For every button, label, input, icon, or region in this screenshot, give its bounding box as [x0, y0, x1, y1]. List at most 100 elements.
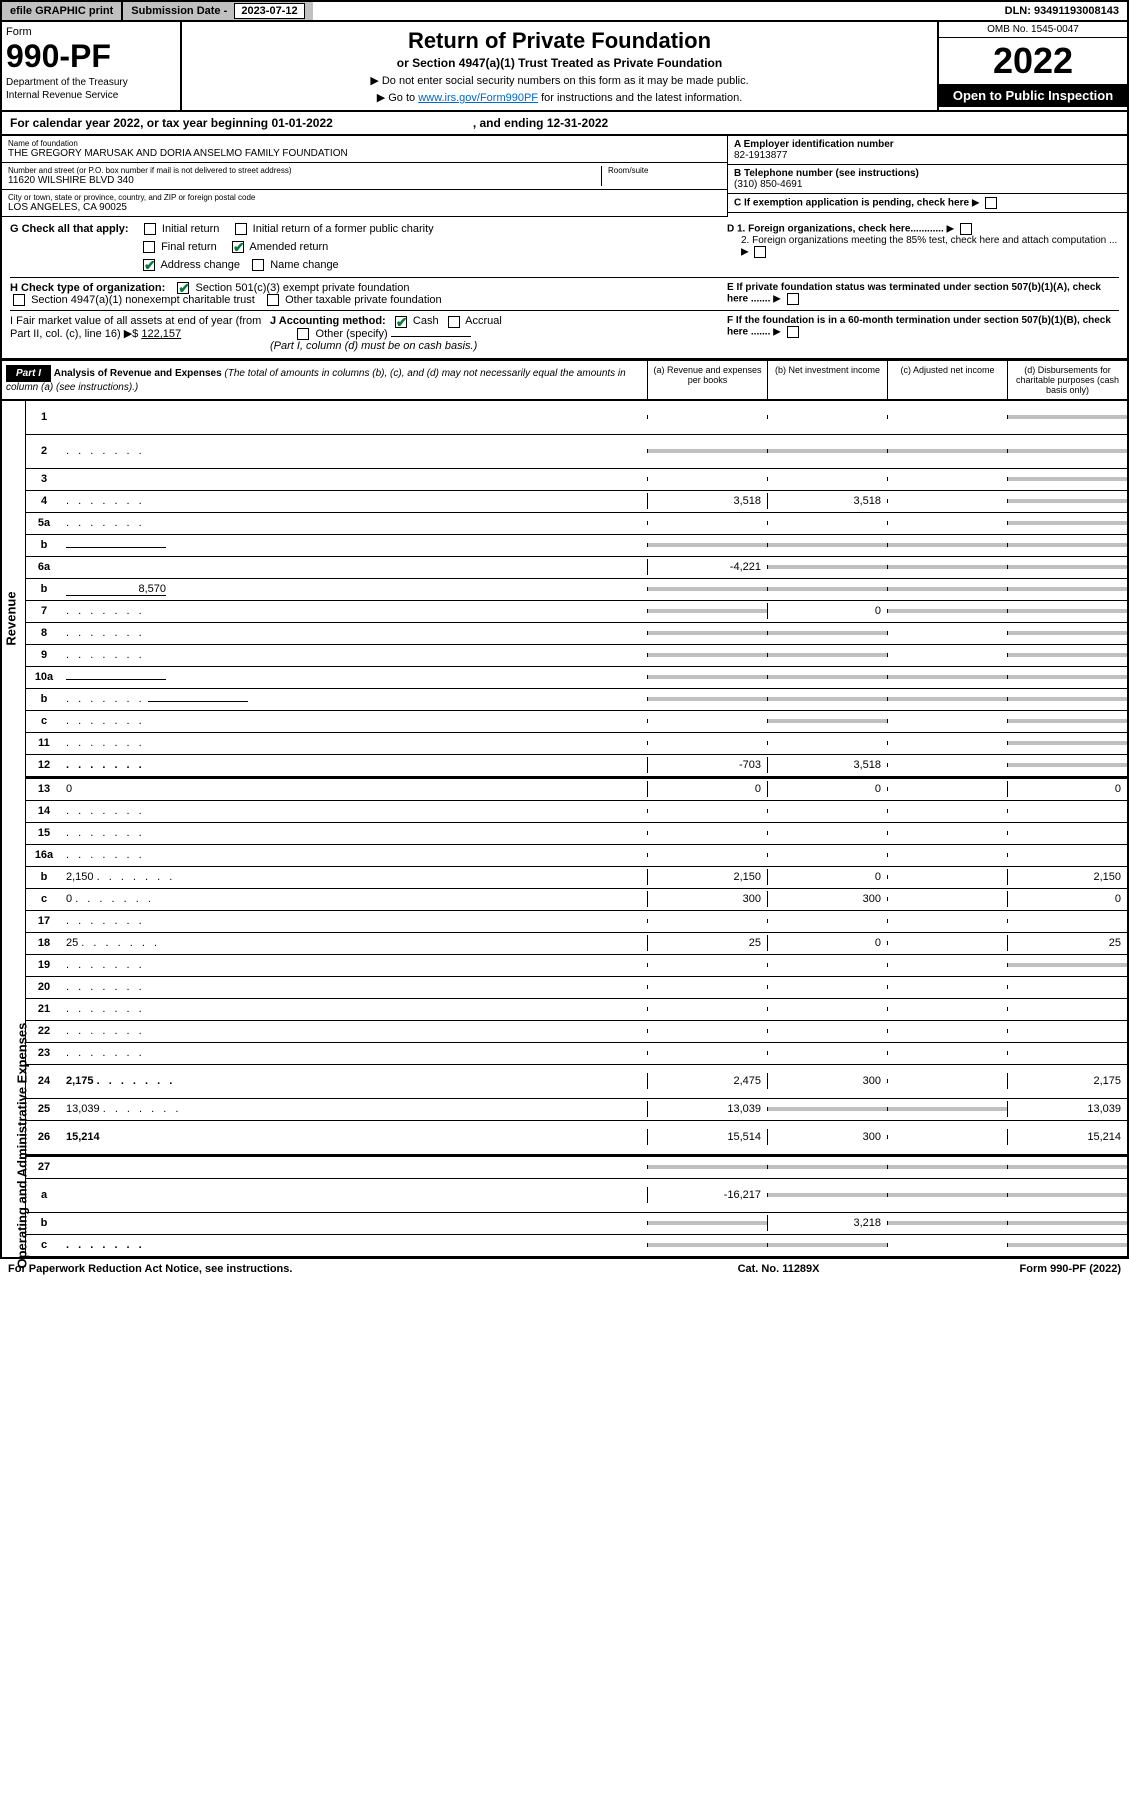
val-c [887, 565, 1007, 569]
instructions-link[interactable]: www.irs.gov/Form990PF [418, 92, 538, 104]
val-d [1007, 809, 1127, 813]
line-num: 1 [26, 409, 62, 425]
g-row: G Check all that apply: Initial return I… [10, 223, 719, 235]
val-d [1007, 1165, 1127, 1169]
val-b [767, 1165, 887, 1169]
addr-label: Number and street (or P.O. box number if… [8, 166, 601, 175]
g-row2: Final return Amended return [10, 241, 719, 253]
f-checkbox[interactable] [787, 326, 799, 338]
final-return-checkbox[interactable] [143, 241, 155, 253]
line-desc: . . . . . . . [62, 735, 647, 751]
name-change-checkbox[interactable] [252, 259, 264, 271]
val-d [1007, 1051, 1127, 1055]
val-a: 13,039 [647, 1101, 767, 1117]
line-num: c [26, 713, 62, 729]
header-mid: Return of Private Foundation or Section … [182, 22, 937, 110]
form-number: 990-PF [6, 38, 176, 75]
val-a [647, 831, 767, 835]
val-c [887, 1107, 1007, 1111]
part1-title: Analysis of Revenue and Expenses [54, 368, 222, 379]
val-b [767, 809, 887, 813]
part1-label: Part I [6, 365, 51, 382]
g-initial-former: Initial return of a former public charit… [253, 223, 434, 235]
other-specify-line [391, 336, 471, 337]
line-num: 14 [26, 803, 62, 819]
val-a [647, 587, 767, 591]
h-row: H Check type of organization: Section 50… [10, 282, 719, 294]
footer-right: Form 990-PF (2022) [1020, 1263, 1121, 1275]
line-num: 18 [26, 935, 62, 951]
initial-former-checkbox[interactable] [235, 223, 247, 235]
val-c [887, 875, 1007, 879]
line-num: 15 [26, 825, 62, 841]
val-d [1007, 1029, 1127, 1033]
top-bar: efile GRAPHIC print Submission Date - 20… [0, 0, 1129, 22]
sub-date-text: Submission Date - [131, 5, 227, 17]
d2-checkbox[interactable] [754, 246, 766, 258]
val-a: 300 [647, 891, 767, 907]
val-b: 300 [767, 1129, 887, 1145]
val-b [767, 1007, 887, 1011]
val-a [647, 809, 767, 813]
line-desc: 13,039 . . . . . . . [62, 1101, 647, 1117]
val-c [887, 1051, 1007, 1055]
e-row: E If private foundation status was termi… [727, 282, 1119, 305]
address-change-checkbox[interactable] [143, 259, 155, 271]
room-label: Room/suite [608, 166, 721, 175]
val-b [767, 653, 887, 657]
val-a: 2,150 [647, 869, 767, 885]
line-desc: . . . . . . . [62, 691, 647, 707]
other-taxable-checkbox[interactable] [267, 294, 279, 306]
val-a [647, 1029, 767, 1033]
f-row: F If the foundation is in a 60-month ter… [727, 315, 1119, 338]
exp-row-23: 23 . . . . . . . [26, 1043, 1127, 1065]
cash-checkbox[interactable] [395, 316, 407, 328]
val-d [1007, 1193, 1127, 1197]
val-d [1007, 1007, 1127, 1011]
val-d [1007, 1243, 1127, 1247]
line-desc: . . . . . . . [62, 957, 647, 973]
c-checkbox[interactable] [985, 197, 997, 209]
col-a-head: (a) Revenue and expenses per books [647, 361, 767, 399]
4947-checkbox[interactable] [13, 294, 25, 306]
val-b [767, 853, 887, 857]
rev-row-3: 3 [26, 469, 1127, 491]
val-c [887, 763, 1007, 767]
j-other: Other (specify) [316, 328, 388, 340]
efile-print-button[interactable]: efile GRAPHIC print [2, 2, 123, 20]
other-method-checkbox[interactable] [297, 328, 309, 340]
val-d [1007, 1221, 1127, 1225]
line-desc: . . . . . . . [62, 979, 647, 995]
rev-row-4: 4 . . . . . . .3,5183,518 [26, 491, 1127, 513]
exp-row-15: 15 . . . . . . . [26, 823, 1127, 845]
net-row-a: a-16,217 [26, 1179, 1127, 1213]
val-d [1007, 675, 1127, 679]
note2-post: for instructions and the latest informat… [538, 92, 742, 104]
rev-row-8: 8 . . . . . . . [26, 623, 1127, 645]
val-d [1007, 853, 1127, 857]
val-c [887, 415, 1007, 419]
line-num: 4 [26, 493, 62, 509]
d1-checkbox[interactable] [960, 223, 972, 235]
val-a [647, 963, 767, 967]
footer-mid: Cat. No. 11289X [738, 1263, 820, 1275]
exp-row-13: 130000 [26, 779, 1127, 801]
501c3-checkbox[interactable] [177, 282, 189, 294]
e-checkbox[interactable] [787, 293, 799, 305]
note2-pre: ▶ Go to [377, 92, 418, 104]
line-num: b [26, 869, 62, 885]
amended-return-checkbox[interactable] [232, 241, 244, 253]
val-c [887, 1165, 1007, 1169]
val-d [1007, 565, 1127, 569]
line-desc: . . . . . . . [62, 625, 647, 641]
c-cell: C If exemption application is pending, c… [728, 194, 1127, 213]
i-label: I Fair market value of all assets at end… [10, 315, 261, 340]
val-c [887, 477, 1007, 481]
exp-row-20: 20 . . . . . . . [26, 977, 1127, 999]
form-note-2: ▶ Go to www.irs.gov/Form990PF for instru… [202, 91, 917, 104]
line-num: 27 [26, 1159, 62, 1175]
val-b [767, 1243, 887, 1247]
line-desc [62, 537, 647, 553]
accrual-checkbox[interactable] [448, 316, 460, 328]
initial-return-checkbox[interactable] [144, 223, 156, 235]
